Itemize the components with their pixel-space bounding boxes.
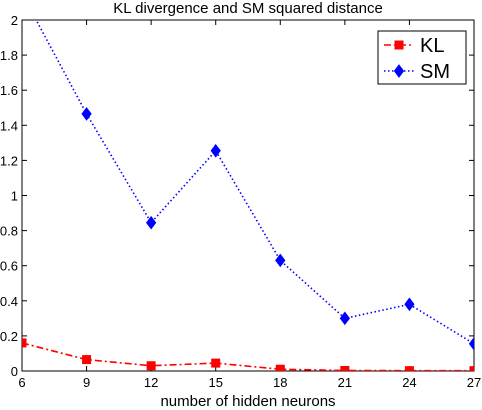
legend-marker-sm [393,64,405,78]
legend: KL SM [377,30,467,85]
data-point-sm [210,143,221,158]
data-point-sm [275,253,286,268]
legend-box [377,30,467,85]
x-tick-label: 6 [18,375,25,390]
x-tick-label: 21 [338,375,352,390]
x-axis-label: number of hidden neurons [160,393,335,410]
data-point-kl [82,355,92,365]
x-tick-label: 12 [144,375,158,390]
data-point-kl [404,366,414,371]
y-tick-label: 0 [11,364,18,379]
chart-title: KL divergence and SM squared distance [113,0,383,17]
y-tick-label: 0.4 [0,294,18,309]
data-point-kl [22,338,27,348]
y-tick-label: 1.6 [0,83,18,98]
x-tick-label: 9 [83,375,90,390]
y-tick-label: 1 [11,189,18,204]
legend-label-sm: SM [420,61,450,83]
y-tick-label: 1.8 [0,48,18,63]
data-point-kl [340,365,350,371]
data-point-sm [146,215,157,230]
x-tick-label: 24 [402,375,416,390]
data-point-sm [339,311,350,326]
data-point-kl [211,358,221,368]
x-tick-label: 27 [467,375,481,390]
y-tick-label: 1.4 [0,118,18,133]
series-layer [22,20,474,371]
legend-label-kl: KL [420,35,444,57]
y-tick-label: 0.8 [0,224,18,239]
x-axis: 6 9 12 15 18 21 24 27 [18,20,481,390]
data-point-kl [469,366,474,371]
x-tick-label: 15 [208,375,222,390]
y-tick-label: 1.2 [0,153,18,168]
series-line-kl [22,342,474,371]
series-line-sm [35,20,474,345]
x-tick-label: 18 [273,375,287,390]
y-tick-label: 0.6 [0,259,18,274]
y-tick-label: 2 [11,13,18,28]
data-point-kl [275,364,285,371]
data-point-sm [468,336,474,351]
data-point-kl [146,361,156,371]
data-point-sm [404,297,415,312]
data-point-sm [81,107,92,121]
y-tick-label: 0.2 [0,329,18,344]
legend-marker-kl [394,40,404,50]
y-axis: 0 0.2 0.4 0.6 0.8 1 1.2 1.4 1.6 1.8 2 [0,13,474,379]
